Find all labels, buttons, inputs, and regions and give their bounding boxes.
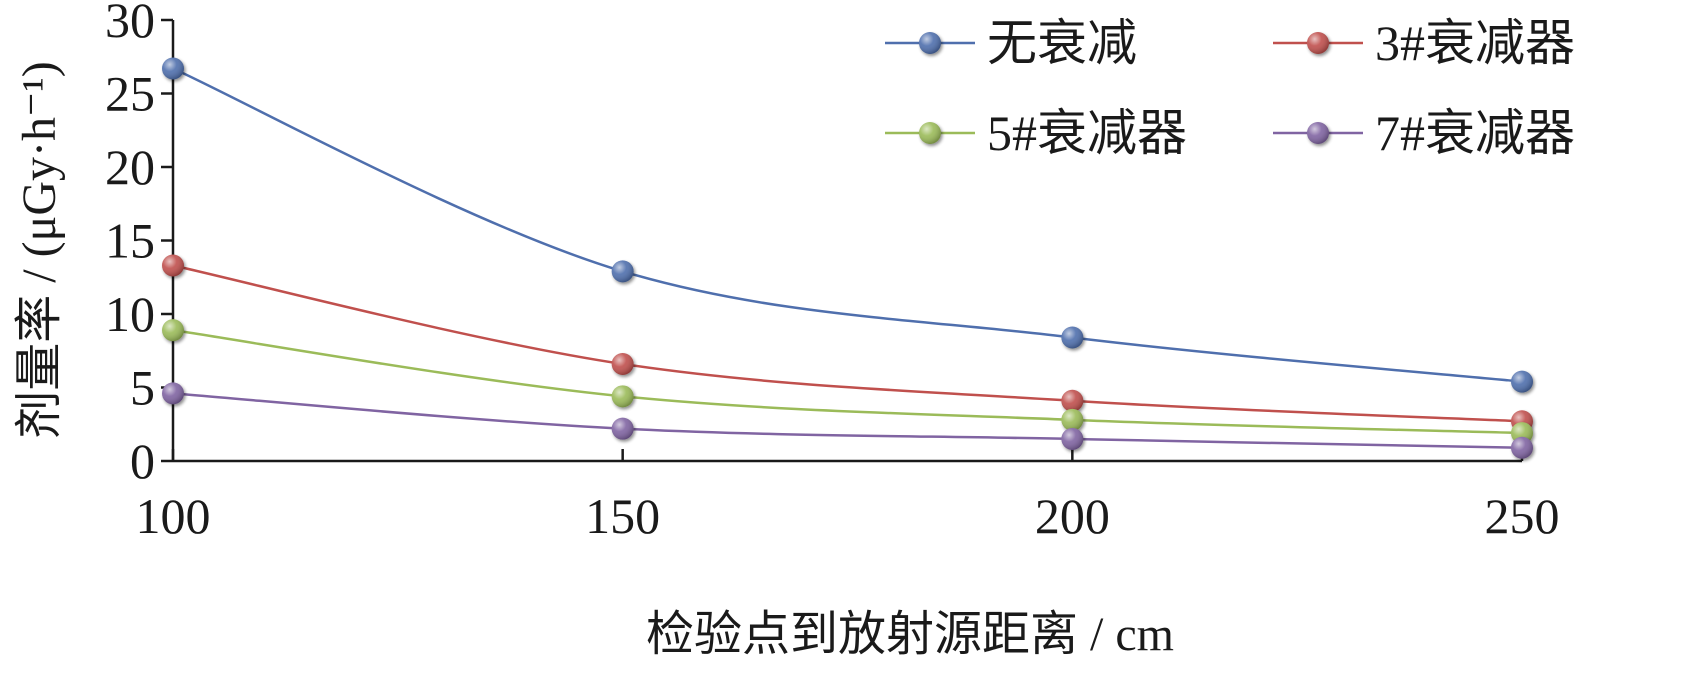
data-point bbox=[611, 417, 634, 440]
legend-marker bbox=[1307, 122, 1329, 144]
x-axis-title: 检验点到放射源距离 / cm bbox=[646, 608, 1174, 661]
legend-label: 无衰减 bbox=[987, 15, 1137, 71]
data-point bbox=[1061, 389, 1084, 412]
y-tick-label: 10 bbox=[105, 286, 155, 342]
data-point bbox=[1061, 408, 1084, 431]
data-point bbox=[611, 385, 634, 408]
data-point bbox=[162, 57, 184, 80]
data-point bbox=[162, 254, 184, 277]
legend-entry: 7#衰减器 bbox=[1273, 105, 1575, 161]
series-2 bbox=[162, 254, 1533, 433]
series-4 bbox=[162, 382, 1533, 459]
y-tick-label: 0 bbox=[130, 433, 155, 489]
series-1 bbox=[162, 57, 1533, 393]
y-tick-label: 5 bbox=[130, 360, 155, 416]
data-point bbox=[611, 260, 634, 283]
x-tick-label: 150 bbox=[585, 488, 660, 544]
x-tick-label: 250 bbox=[1485, 488, 1560, 544]
series-line bbox=[172, 392, 1523, 450]
series-line bbox=[172, 67, 1523, 383]
legend-marker bbox=[919, 122, 941, 144]
x-tick-label: 100 bbox=[136, 488, 211, 544]
legend-entry: 3#衰减器 bbox=[1273, 15, 1575, 71]
data-point bbox=[1511, 436, 1533, 459]
legend-marker bbox=[919, 32, 941, 54]
y-tick-label: 20 bbox=[105, 139, 155, 195]
series-3 bbox=[162, 319, 1533, 445]
legend-label: 7#衰减器 bbox=[1375, 105, 1575, 161]
legend: 无衰减 3#衰减器 5#衰减器 7#衰减器 bbox=[885, 15, 1575, 161]
data-point bbox=[162, 382, 184, 405]
data-point bbox=[1061, 427, 1084, 450]
series-layer bbox=[162, 57, 1533, 459]
y-axis-title: 剂量率 / (μGy·h⁻¹) bbox=[13, 61, 66, 438]
legend-entry: 无衰减 bbox=[885, 15, 1137, 71]
legend-entry: 5#衰减器 bbox=[885, 105, 1187, 161]
axes: 0 5 10 15 20 25 30 100 150 200 250 bbox=[105, 0, 1560, 544]
series-line bbox=[172, 264, 1523, 423]
legend-label: 3#衰减器 bbox=[1375, 15, 1575, 71]
y-tick-label: 15 bbox=[105, 213, 155, 269]
data-point bbox=[611, 352, 634, 375]
data-point bbox=[1061, 326, 1084, 349]
y-tick-label: 25 bbox=[105, 66, 155, 122]
data-point bbox=[1511, 370, 1533, 393]
legend-label: 5#衰减器 bbox=[987, 105, 1187, 161]
y-tick-label: 30 bbox=[105, 0, 155, 48]
x-tick-label: 200 bbox=[1035, 488, 1110, 544]
series-line bbox=[172, 328, 1523, 435]
data-point bbox=[162, 319, 184, 342]
legend-marker bbox=[1307, 32, 1329, 54]
